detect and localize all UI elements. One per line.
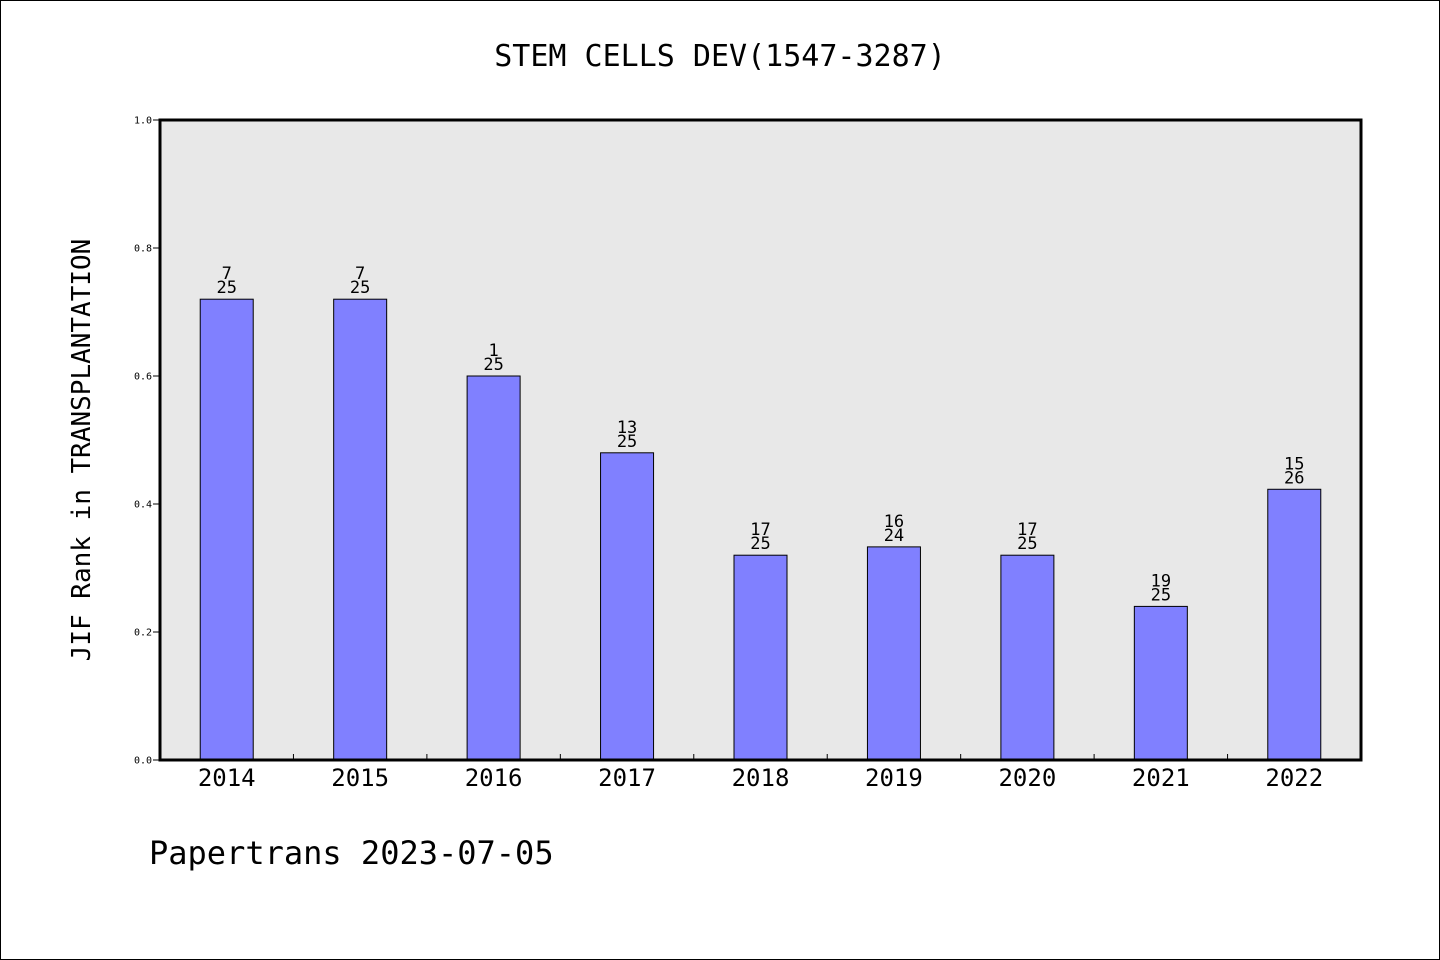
bar (1267, 488, 1322, 761)
bar-label-numerator: 7 (355, 264, 365, 284)
x-tick-label: 2016 (465, 764, 523, 792)
bar (1000, 554, 1055, 761)
bar-label-numerator: 15 (1284, 454, 1304, 474)
bar-label-denominator: 25 (483, 355, 503, 375)
x-tick-label: 2019 (865, 764, 923, 792)
bar-label-denominator: 25 (216, 278, 236, 298)
x-tick-label: 2020 (998, 764, 1056, 792)
y-tick-label: 0.6 (134, 372, 152, 383)
bar (199, 298, 254, 761)
x-tick-label: 2017 (598, 764, 656, 792)
bar-label-denominator: 24 (884, 526, 904, 546)
x-tick-label: 2021 (1132, 764, 1190, 792)
chart-title: STEM CELLS DEV(1547-3287) (494, 39, 946, 74)
bar-label-numerator: 7 (222, 264, 232, 284)
y-tick-label: 0.8 (134, 244, 152, 255)
bar (733, 554, 788, 761)
bar-label-denominator: 25 (1017, 534, 1037, 554)
bar-label-denominator: 25 (350, 278, 370, 298)
bar-label-denominator: 26 (1284, 468, 1304, 488)
bar-label-denominator: 25 (750, 534, 770, 554)
footer-credit: Papertrans 2023-07-05 (149, 834, 554, 872)
x-axis-ticks: 2014 2015 2016 2017 2018 2019 2020 2021 2022 (198, 754, 1323, 792)
bar (866, 546, 921, 761)
bar (1133, 605, 1188, 761)
bar-label-denominator: 25 (1151, 585, 1171, 605)
bar-label-numerator: 1 (488, 341, 498, 361)
bar-label-numerator: 17 (750, 520, 770, 540)
y-tick-label: 0.0 (134, 756, 152, 767)
y-tick-label: 0.4 (134, 500, 152, 511)
bar-label-numerator: 16 (884, 512, 904, 532)
bar (466, 375, 521, 761)
y-tick-label: 0.2 (134, 628, 152, 639)
bar-label-numerator: 13 (617, 418, 637, 438)
bar (333, 298, 388, 761)
bar-label-numerator: 19 (1151, 571, 1171, 591)
y-axis-label: JIF Rank in TRANSPLANTATION (67, 239, 97, 662)
x-tick-label: 2014 (198, 764, 256, 792)
x-tick-label: 2015 (331, 764, 389, 792)
x-tick-label: 2018 (732, 764, 790, 792)
y-tick-label: 1.0 (134, 116, 152, 127)
bar (600, 452, 655, 761)
y-axis-ticks: 0.0 0.2 0.4 0.6 0.8 1.0 (134, 116, 160, 767)
bar-label-numerator: 17 (1017, 520, 1037, 540)
plot-border (158, 118, 1363, 762)
bar-label-denominator: 25 (617, 432, 637, 452)
x-tick-label: 2022 (1265, 764, 1323, 792)
